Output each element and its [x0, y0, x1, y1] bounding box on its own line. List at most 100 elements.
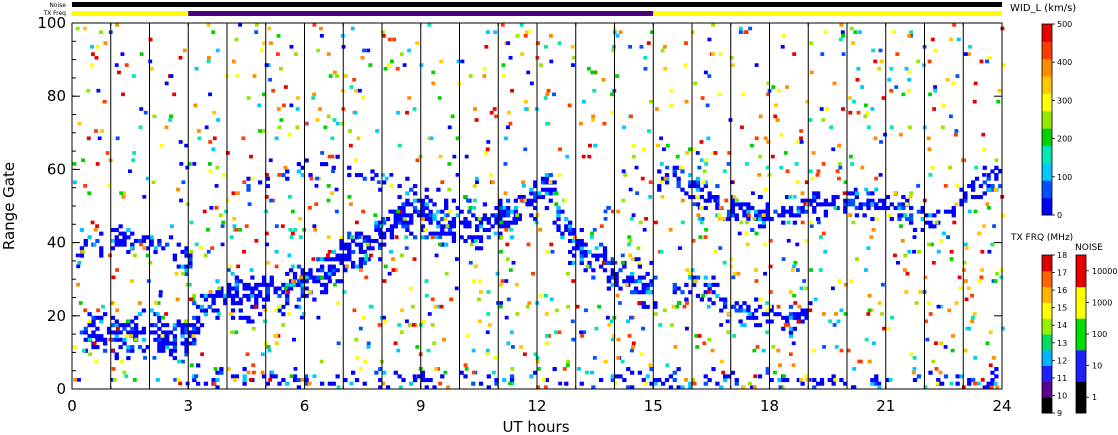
scatter-cell — [939, 238, 944, 243]
scatter-cell — [437, 242, 442, 247]
echo-cell — [478, 235, 484, 240]
scatter-cell — [788, 195, 793, 199]
scatter-cell — [896, 260, 900, 265]
scatter-cell — [148, 59, 153, 64]
scatter-cell — [274, 341, 279, 346]
echo-cell — [816, 381, 821, 386]
scatter-cell — [92, 242, 97, 247]
echo-cell — [556, 216, 561, 222]
y-axis-label: Range Gate — [0, 162, 18, 250]
echo-cell — [358, 242, 364, 247]
scatter-cell — [841, 33, 846, 38]
echo-cell — [281, 304, 286, 309]
scatter-cell — [285, 282, 290, 287]
scatter-cell — [192, 162, 197, 166]
echo-cell — [738, 202, 743, 207]
echo-cell — [153, 337, 158, 342]
echo-cell — [746, 209, 751, 214]
scatter-cell — [399, 330, 404, 335]
scatter-cell — [808, 118, 813, 122]
scatter-cell — [752, 216, 757, 221]
echo-cell — [172, 334, 178, 339]
echo-cell — [362, 176, 367, 181]
scatter-cell — [307, 381, 312, 386]
scatter-cell — [172, 92, 177, 97]
echo-cell — [513, 209, 519, 214]
scatter-cell — [335, 121, 340, 126]
echo-cell — [234, 301, 240, 306]
scatter-cell — [504, 136, 508, 141]
echo-cell — [800, 198, 805, 203]
scatter-cell — [101, 304, 105, 309]
echo-cell — [533, 184, 538, 189]
echo-cell — [765, 213, 770, 218]
echo-cell — [215, 315, 220, 320]
cb-txfreq-swatch-5 — [1042, 318, 1052, 335]
scatter-cell — [319, 359, 324, 364]
echo-cell — [533, 191, 538, 196]
scatter-cell — [880, 282, 885, 287]
scatter-cell — [245, 352, 250, 357]
scatter-cell — [464, 367, 469, 371]
scatter-cell — [905, 271, 910, 276]
scatter-cell — [640, 176, 645, 181]
echo-cell — [959, 202, 964, 207]
scatter-cell — [83, 308, 88, 313]
echo-cell — [176, 264, 181, 269]
scatter-cell — [290, 231, 295, 236]
scatter-cell — [893, 253, 897, 258]
echo-cell — [502, 224, 507, 229]
scatter-cell — [436, 304, 441, 309]
scatter-cell — [81, 158, 85, 163]
echo-cell — [382, 231, 387, 236]
echo-cell — [734, 378, 739, 383]
echo-cell — [203, 381, 209, 386]
scatter-cell — [260, 370, 265, 375]
echo-cell — [180, 341, 185, 346]
echo-cell — [168, 341, 174, 346]
echo-cell — [149, 308, 154, 313]
scatter-cell — [498, 282, 503, 287]
echo-cell — [715, 202, 720, 207]
scatter-cell — [389, 59, 394, 64]
echo-cell — [703, 374, 708, 379]
scatter-cell — [392, 37, 397, 42]
echo-cell — [230, 286, 236, 291]
scatter-cell — [648, 363, 653, 368]
echo-cell — [366, 238, 371, 243]
echo-cell — [304, 158, 309, 163]
scatter-cell — [309, 176, 314, 181]
scatter-cell — [954, 202, 959, 206]
scatter-cell — [701, 180, 706, 185]
echo-cell — [715, 198, 720, 203]
scatter-cell — [829, 125, 834, 130]
echo-cell — [967, 381, 972, 386]
scatter-cell — [987, 187, 992, 192]
echo-cell — [300, 290, 305, 295]
scatter-cell — [99, 30, 103, 34]
scatter-cell — [612, 44, 616, 49]
echo-cell — [137, 238, 143, 243]
echo-cell — [451, 198, 457, 203]
scatter-cell — [622, 125, 626, 130]
echo-cell — [304, 381, 309, 386]
echo-cell — [723, 374, 728, 379]
scatter-cell — [904, 202, 909, 206]
echo-cell — [289, 268, 294, 273]
scatter-cell — [557, 330, 562, 335]
scatter-cell — [982, 173, 986, 177]
echo-cell — [188, 334, 193, 339]
echo-cell — [420, 198, 426, 203]
echo-cell — [994, 165, 999, 170]
echo-cell — [277, 286, 282, 291]
scatter-cell — [545, 249, 550, 254]
scatter-cell — [699, 206, 704, 210]
echo-cell — [161, 330, 166, 335]
scatter-cell — [639, 44, 644, 49]
echo-cell — [110, 330, 116, 335]
scatter-cell — [683, 63, 688, 67]
scatter-cell — [262, 129, 267, 133]
scatter-cell — [880, 312, 884, 316]
echo-cell — [281, 173, 286, 178]
